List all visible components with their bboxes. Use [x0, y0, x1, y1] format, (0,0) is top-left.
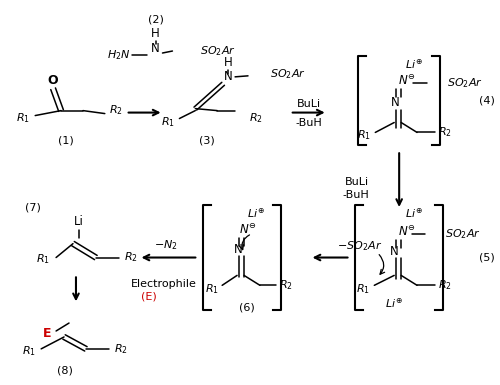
Text: BuLi: BuLi: [296, 99, 320, 109]
Text: $R_1$: $R_1$: [22, 344, 36, 358]
Text: $N^{\ominus}$: $N^{\ominus}$: [239, 223, 257, 237]
Text: -BuH: -BuH: [296, 117, 322, 127]
Text: $-N_2$: $-N_2$: [154, 238, 178, 251]
Text: (8): (8): [57, 366, 73, 376]
Text: $Li^{\oplus}$: $Li^{\oplus}$: [247, 206, 265, 219]
Text: $R_1$: $R_1$: [16, 112, 30, 126]
Text: $R_1$: $R_1$: [162, 116, 175, 129]
Text: N: N: [234, 243, 242, 256]
Text: O: O: [48, 74, 58, 87]
Text: $R_2$: $R_2$: [279, 278, 292, 292]
Text: $Li^{\oplus}$: $Li^{\oplus}$: [405, 206, 423, 219]
Text: -BuH: -BuH: [342, 190, 369, 200]
Text: Li: Li: [74, 215, 84, 228]
Text: $R_2$: $R_2$: [109, 104, 122, 117]
Text: $R_1$: $R_1$: [356, 282, 370, 296]
Text: $SO_2Ar$: $SO_2Ar$: [200, 44, 236, 58]
Text: (3): (3): [200, 136, 215, 146]
Text: $SO_2Ar$: $SO_2Ar$: [445, 227, 481, 241]
FancyArrowPatch shape: [239, 235, 250, 249]
Text: (4): (4): [478, 95, 494, 105]
Text: $N^{\ominus}$: $N^{\ominus}$: [398, 224, 416, 239]
Text: N: N: [151, 42, 160, 55]
Text: $R_1$: $R_1$: [358, 129, 372, 142]
Text: H: H: [224, 57, 232, 69]
Text: (2): (2): [148, 14, 164, 24]
Text: Electrophile: Electrophile: [130, 280, 196, 290]
Text: $R_2$: $R_2$: [114, 342, 128, 356]
Text: N: N: [391, 96, 400, 109]
Text: $R_1$: $R_1$: [205, 282, 219, 296]
Text: $R_1$: $R_1$: [36, 253, 50, 266]
Text: $N^{\ominus}$: $N^{\ominus}$: [398, 74, 416, 88]
Text: $R_2$: $R_2$: [249, 112, 263, 126]
Text: $SO_2Ar$: $SO_2Ar$: [447, 76, 482, 90]
Text: H: H: [151, 27, 160, 40]
Text: (1): (1): [58, 136, 74, 146]
FancyArrowPatch shape: [379, 254, 384, 274]
Text: (E): (E): [140, 291, 156, 301]
Text: N: N: [224, 70, 232, 83]
Text: (5): (5): [479, 253, 494, 263]
Text: $R_2$: $R_2$: [438, 126, 452, 139]
Text: $R_2$: $R_2$: [124, 251, 138, 264]
Text: $H_2N$: $H_2N$: [107, 48, 130, 62]
Text: $SO_2Ar$: $SO_2Ar$: [270, 67, 306, 81]
Text: $Li^{\oplus}$: $Li^{\oplus}$: [405, 57, 423, 70]
Text: E: E: [43, 328, 52, 340]
Text: $Li^{\oplus}$: $Li^{\oplus}$: [386, 296, 403, 310]
Text: $-SO_2Ar$: $-SO_2Ar$: [337, 239, 382, 253]
Text: (7): (7): [26, 203, 41, 213]
Text: N: N: [390, 245, 398, 258]
Text: (6): (6): [239, 302, 255, 312]
Text: $R_2$: $R_2$: [438, 278, 452, 292]
Text: BuLi: BuLi: [345, 177, 370, 187]
